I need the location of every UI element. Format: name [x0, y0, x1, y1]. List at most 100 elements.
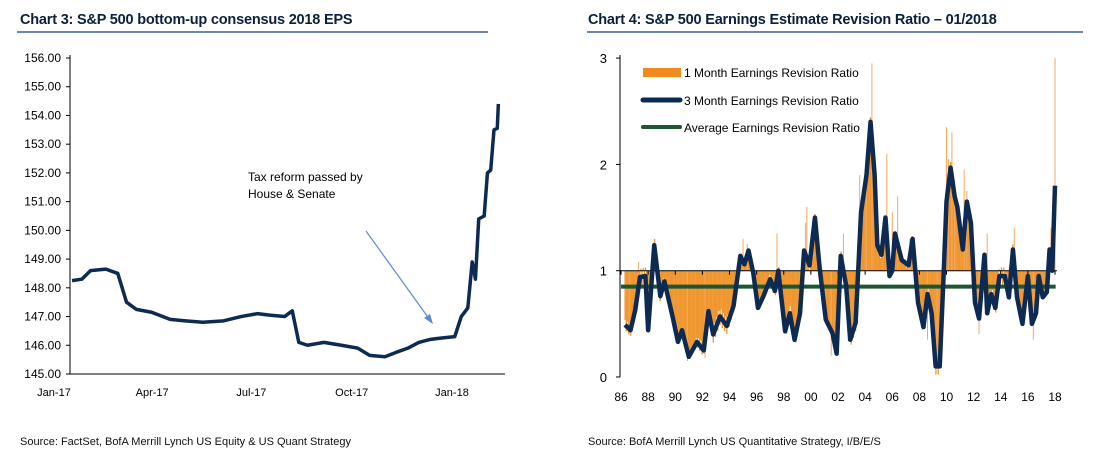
bar-1m	[936, 270, 938, 362]
x-tick-label: 90	[669, 390, 683, 404]
bar-1m	[632, 270, 634, 327]
bar-1m	[865, 171, 867, 271]
bar-1m	[862, 186, 865, 271]
x-tick-label: Jul-17	[236, 387, 266, 399]
bar-1m	[952, 178, 954, 271]
x-tick-label: 00	[804, 390, 818, 404]
bar-1m	[851, 270, 853, 326]
bar-1m	[931, 270, 934, 317]
bar-1m	[938, 270, 940, 359]
chart4-title: Chart 4: S&P 500 Earnings Estimate Revis…	[588, 12, 997, 28]
bar-1m	[842, 233, 844, 271]
bar-1m	[895, 238, 898, 271]
bar-1m	[933, 270, 935, 349]
bar-1m	[630, 270, 632, 336]
bar-1m	[710, 270, 712, 332]
y-tick-label: 146.00	[24, 338, 61, 352]
bar-1m	[695, 270, 697, 339]
bar-1m	[878, 244, 881, 271]
bar-1m	[702, 270, 704, 343]
bar-1m	[886, 153, 888, 271]
bar-1m	[830, 270, 832, 356]
bar-1m	[968, 211, 970, 271]
bar-1m	[920, 270, 922, 310]
bar-1m	[832, 270, 834, 339]
bar-1m	[825, 270, 827, 322]
y-tick-label: 149.00	[24, 252, 61, 266]
bar-1m	[833, 270, 835, 338]
bar-1m	[921, 270, 924, 330]
bar-1m	[764, 270, 766, 288]
bar-1m	[962, 248, 964, 271]
bar-1m	[721, 270, 723, 328]
bar-1m	[831, 270, 833, 330]
x-tick-label: 86	[614, 390, 628, 404]
bar-1m	[718, 270, 720, 311]
bar-1m	[773, 270, 775, 283]
bar-1m	[680, 270, 683, 332]
bar-1m	[966, 190, 968, 271]
bar-1m	[722, 270, 725, 313]
bar-1m	[1003, 267, 1005, 271]
bar-1m	[670, 270, 673, 316]
annotation-line1: Tax reform passed by	[248, 170, 363, 184]
bar-1m	[792, 270, 795, 342]
bar-1m	[662, 270, 665, 279]
bar-1m	[929, 270, 931, 299]
bar-1m	[949, 161, 952, 271]
bar-1m	[625, 270, 627, 332]
bar-1m	[1007, 270, 1009, 286]
bar-1m	[686, 270, 688, 362]
bar-1m	[730, 270, 733, 320]
bar-1m	[806, 206, 808, 271]
bar-1m	[796, 270, 798, 321]
bar-1m	[797, 270, 799, 332]
y-tick-label: 150.00	[24, 223, 61, 237]
bar-1m	[897, 196, 899, 271]
bar-1m	[725, 270, 727, 317]
x-tick-label: 04	[858, 390, 872, 404]
bar-1m	[766, 270, 769, 282]
y-tick-label: 153.00	[24, 137, 61, 151]
bar-1m	[861, 211, 864, 271]
bar-1m	[708, 270, 710, 321]
bar-1m	[873, 170, 875, 271]
bar-1m	[705, 270, 708, 336]
bar-1m	[1042, 270, 1044, 295]
bar-1m	[784, 270, 787, 322]
bar-1m	[776, 233, 778, 271]
legend-label-3m: 3 Month Earnings Revision Ratio	[684, 94, 859, 108]
bar-1m	[852, 270, 855, 338]
bar-1m	[986, 233, 988, 271]
line-3m	[623, 119, 1058, 369]
bar-1m	[783, 270, 786, 334]
x-tick-label: 98	[777, 390, 791, 404]
bar-1m	[926, 270, 928, 308]
bar-1m	[865, 159, 867, 271]
bar-1m	[675, 270, 677, 335]
bar-1m	[871, 141, 874, 271]
bar-1m	[853, 270, 856, 319]
chart4-source: Source: BofA Merrill Lynch US Quantitati…	[588, 436, 881, 448]
bar-1m	[642, 268, 644, 271]
annotation-line2: House & Senate	[248, 187, 336, 201]
legend-label-1m: 1 Month Earnings Revision Ratio	[684, 66, 859, 80]
bar-1m	[678, 270, 681, 337]
bar-1m	[922, 270, 925, 320]
bar-1m	[712, 270, 714, 343]
bar-1m	[624, 270, 626, 321]
bar-1m	[899, 253, 901, 271]
y-tick-label: 1	[600, 264, 607, 279]
bar-1m	[988, 270, 990, 312]
bar-1m	[727, 270, 729, 315]
bar-1m	[688, 270, 691, 353]
arrow-head-icon	[424, 314, 433, 324]
bar-1m	[961, 240, 963, 271]
bar-1m	[934, 270, 936, 347]
bar-1m	[804, 222, 806, 271]
bar-1m	[897, 246, 900, 271]
bar-1m	[676, 270, 678, 336]
bar-1m	[937, 270, 939, 375]
bar-1m	[716, 270, 718, 317]
bar-1m	[667, 270, 669, 292]
